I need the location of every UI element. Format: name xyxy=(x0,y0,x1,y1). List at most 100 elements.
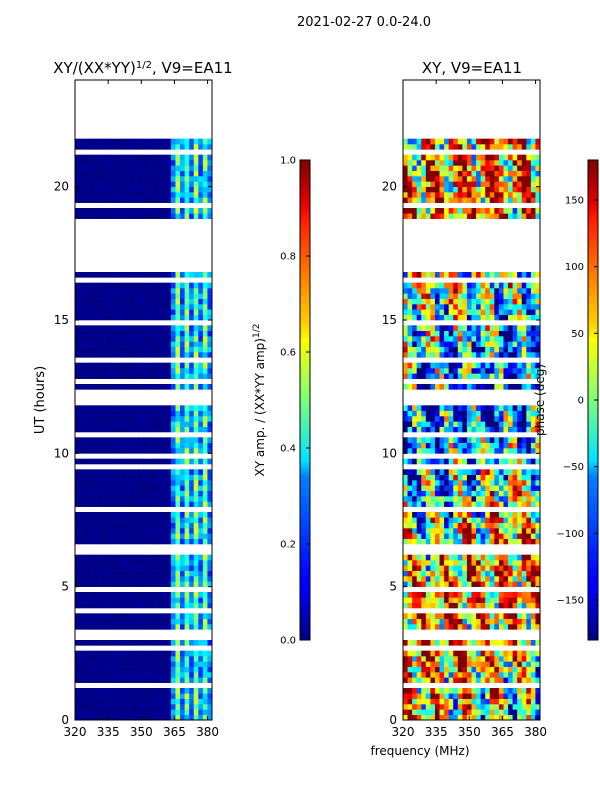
heatmap-cell xyxy=(425,474,431,481)
heatmap-cell xyxy=(84,517,90,523)
heatmap-cell xyxy=(152,602,158,609)
heatmap-cell xyxy=(125,272,131,278)
heatmap-cell xyxy=(102,640,108,646)
heatmap-cell xyxy=(494,661,500,667)
heatmap-cell xyxy=(448,176,454,182)
heatmap-cell xyxy=(152,368,158,374)
heatmap-cell xyxy=(434,368,440,374)
heatmap-cell xyxy=(526,373,532,379)
heatmap-cell xyxy=(457,176,463,182)
heatmap-cell xyxy=(403,640,408,646)
heatmap-cell xyxy=(453,426,459,433)
heatmap-cell xyxy=(202,138,208,145)
heatmap-cell xyxy=(198,304,204,310)
heatmap-cell xyxy=(134,618,140,625)
heatmap-cell xyxy=(434,154,440,161)
heatmap-cell xyxy=(102,714,108,721)
heatmap-cell xyxy=(489,656,495,662)
heatmap-cell xyxy=(444,522,450,529)
heatmap-cell xyxy=(193,448,199,454)
heatmap-cell xyxy=(170,570,176,577)
heatmap-cell xyxy=(434,656,440,662)
heatmap-cell xyxy=(444,336,450,342)
heatmap-cell xyxy=(125,336,131,342)
heatmap-cell xyxy=(526,341,532,347)
heatmap-cell xyxy=(412,704,418,710)
heatmap-cell xyxy=(157,138,163,145)
heatmap-cell xyxy=(157,597,163,603)
heatmap-cell xyxy=(444,581,450,587)
heatmap-cell xyxy=(134,512,140,518)
heatmap-cell xyxy=(102,314,108,321)
heatmap-cell xyxy=(425,640,431,646)
heatmap-cell xyxy=(416,522,422,529)
heatmap-cell xyxy=(407,517,413,523)
heatmap-cell xyxy=(138,352,144,358)
heatmap-cell xyxy=(75,165,80,171)
heatmap-cell xyxy=(508,421,513,427)
heatmap-cell xyxy=(189,640,195,646)
heatmap-cell xyxy=(175,314,181,321)
heatmap-cell xyxy=(521,469,527,475)
heatmap-cell xyxy=(148,597,154,603)
heatmap-cell xyxy=(202,522,208,529)
heatmap-cell xyxy=(526,330,532,337)
heatmap-cell xyxy=(416,480,422,486)
heatmap-cell xyxy=(189,346,195,353)
heatmap-cell xyxy=(180,474,185,481)
y-tick-label: 20 xyxy=(54,180,69,194)
heatmap-cell xyxy=(462,602,468,609)
heatmap-cell xyxy=(526,293,532,299)
heatmap-cell xyxy=(143,165,149,171)
heatmap-cell xyxy=(421,352,427,358)
heatmap-cell xyxy=(161,384,167,390)
heatmap-cell xyxy=(79,293,85,299)
heatmap-cell xyxy=(521,138,527,145)
heatmap-cell xyxy=(129,341,135,347)
heatmap-cell xyxy=(517,522,523,529)
heatmap-cell xyxy=(421,437,427,443)
heatmap-cell xyxy=(170,485,176,491)
heatmap-cell xyxy=(175,330,181,337)
heatmap-cell xyxy=(97,298,103,305)
heatmap-cell xyxy=(157,501,163,507)
heatmap-cell xyxy=(521,512,527,518)
heatmap-cell xyxy=(97,458,103,465)
heatmap-cell xyxy=(125,181,131,187)
heatmap-cell xyxy=(403,714,408,721)
heatmap-cell xyxy=(88,384,94,390)
heatmap-cell xyxy=(494,304,500,310)
heatmap-cell xyxy=(106,154,112,161)
heatmap-cell xyxy=(198,373,204,379)
heatmap-cell xyxy=(111,650,117,657)
heatmap-cell xyxy=(521,272,527,278)
heatmap-cell xyxy=(193,298,199,305)
heatmap-cell xyxy=(125,522,131,529)
heatmap-cell xyxy=(494,298,500,305)
heatmap-cell xyxy=(125,677,131,683)
heatmap-cell xyxy=(430,672,436,678)
heatmap-cell xyxy=(498,661,504,667)
heatmap-cell xyxy=(75,480,80,486)
heatmap-cell xyxy=(170,592,176,598)
heatmap-cell xyxy=(498,581,504,587)
heatmap-cell xyxy=(161,688,167,694)
heatmap-cell xyxy=(161,538,167,545)
heatmap-cell xyxy=(175,501,181,507)
heatmap-cell xyxy=(489,602,495,609)
heatmap-cell xyxy=(170,426,176,433)
heatmap-cell xyxy=(166,410,172,417)
heatmap-cell xyxy=(143,373,149,379)
heatmap-cell xyxy=(75,485,80,491)
heatmap-cell xyxy=(170,384,176,390)
heatmap-cell xyxy=(480,581,486,587)
heatmap-cell xyxy=(444,501,450,507)
heatmap-cell xyxy=(180,656,185,662)
heatmap-cell xyxy=(152,160,158,166)
heatmap-cell xyxy=(198,208,204,214)
heatmap-cell xyxy=(462,501,468,507)
heatmap-cell xyxy=(457,410,463,417)
heatmap-cell xyxy=(444,154,450,161)
heatmap-cell xyxy=(116,416,122,422)
heatmap-cell xyxy=(193,373,199,379)
